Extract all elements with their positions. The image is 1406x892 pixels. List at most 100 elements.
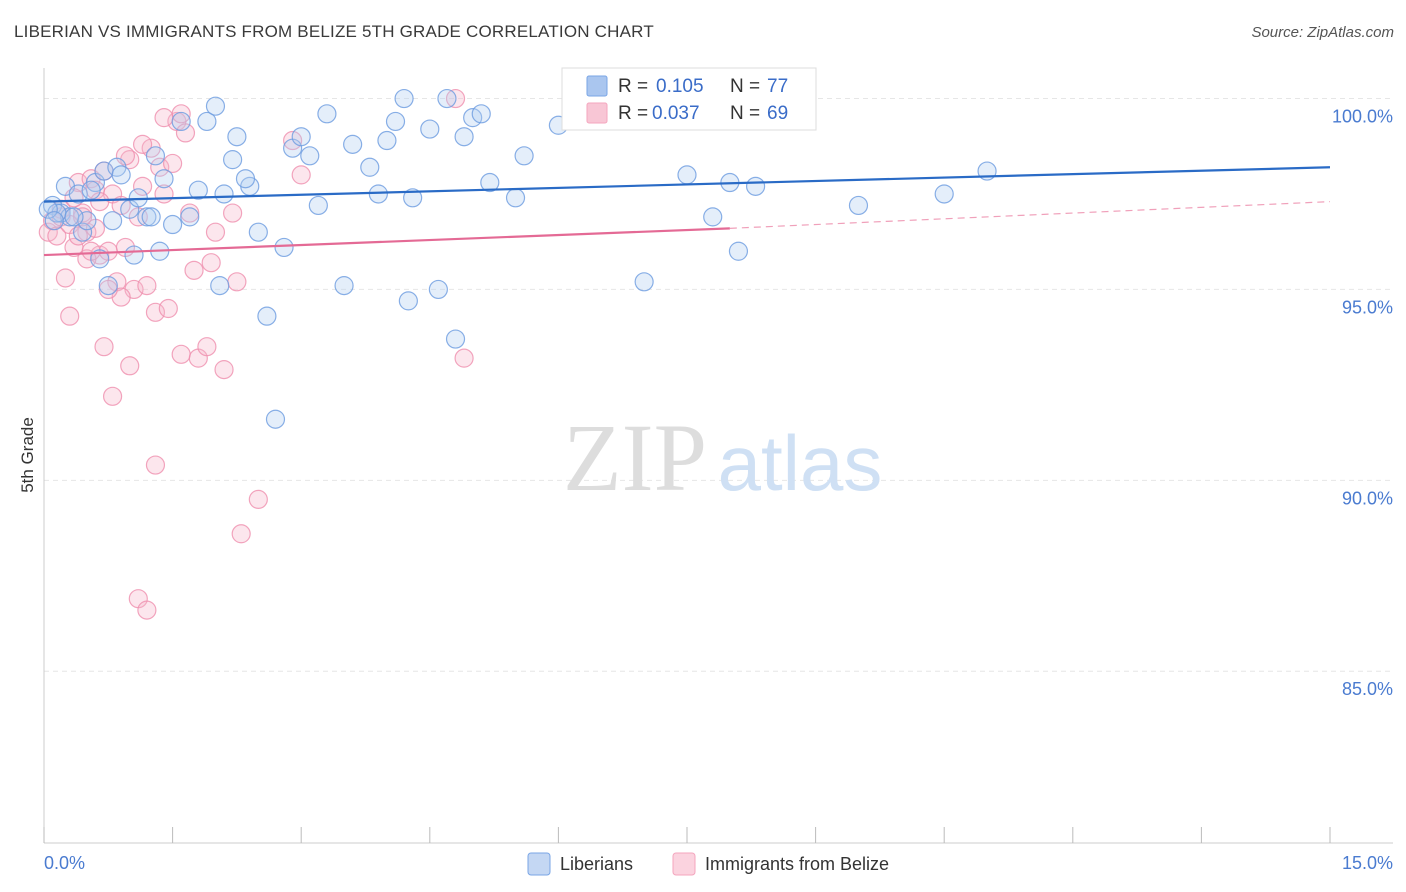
- point-points-blue: [437, 88, 457, 109]
- point-points-blue: [205, 96, 226, 116]
- point-points-pink: [154, 108, 174, 128]
- point-points-blue: [38, 199, 58, 219]
- point-points-blue: [334, 276, 354, 296]
- point-points-blue: [394, 88, 414, 109]
- trend-belize-extrapolated: [729, 201, 1331, 229]
- point-points-pink: [55, 268, 76, 288]
- point-points-pink: [60, 306, 80, 326]
- point-points-pink: [163, 153, 183, 174]
- point-points-blue: [98, 276, 118, 296]
- point-points-pink: [454, 348, 474, 368]
- legend-swatch-belize: [586, 102, 608, 124]
- point-points-blue: [634, 272, 654, 292]
- point-points-pink: [120, 356, 140, 376]
- point-points-blue: [124, 245, 144, 265]
- point-points-blue: [703, 207, 723, 227]
- point-points-blue: [745, 176, 766, 196]
- watermark-zip: ZIP: [563, 404, 707, 511]
- trend-liberians: [43, 166, 1331, 203]
- legend-n-label-liberians: N =: [730, 76, 760, 97]
- point-points-blue: [934, 184, 954, 204]
- point-points-pink: [223, 203, 243, 223]
- source-label: Source: ZipAtlas.com: [1251, 24, 1394, 41]
- point-points-blue: [44, 211, 64, 231]
- point-points-pink: [171, 104, 191, 124]
- point-points-blue: [145, 146, 166, 166]
- point-points-blue: [728, 241, 749, 261]
- point-points-blue: [308, 195, 328, 216]
- bottom-swatch-belize: [672, 852, 696, 876]
- point-points-blue: [428, 279, 448, 300]
- point-points-blue: [445, 329, 466, 349]
- point-points-pink: [145, 302, 166, 322]
- point-points-pink: [132, 134, 153, 154]
- point-points-blue: [677, 165, 697, 185]
- point-points-blue: [180, 207, 200, 227]
- point-points-blue: [343, 134, 363, 154]
- point-points-blue: [64, 207, 84, 227]
- bottom-legend-liberians: Liberians: [560, 854, 633, 874]
- y-tick-label-90: 90.0%: [1342, 488, 1393, 508]
- point-points-pink: [150, 157, 170, 177]
- point-points-pink: [137, 276, 157, 296]
- axes: [43, 68, 1393, 844]
- bottom-swatch-liberians: [527, 852, 551, 876]
- point-points-pink: [47, 226, 67, 246]
- point-points-blue: [77, 211, 97, 231]
- point-points-blue: [72, 222, 93, 242]
- point-points-pink: [184, 260, 204, 280]
- y-tick-label-95: 95.0%: [1342, 297, 1393, 317]
- point-points-blue: [128, 188, 148, 208]
- y-tick-label-85: 85.0%: [1342, 679, 1393, 699]
- x-tick-label-min: 0.0%: [44, 853, 85, 873]
- point-points-pink: [291, 165, 311, 185]
- y-tick-label-100: 100.0%: [1332, 107, 1393, 127]
- point-points-blue: [137, 207, 157, 227]
- legend-n-belize: 69: [767, 103, 788, 124]
- point-points-pink: [145, 455, 166, 475]
- point-points-blue: [68, 184, 88, 204]
- point-points-blue: [291, 127, 311, 147]
- point-points-pink: [197, 337, 217, 357]
- point-points-pink: [227, 272, 247, 292]
- point-points-blue: [141, 207, 161, 227]
- point-points-blue: [188, 180, 208, 200]
- point-points-blue: [248, 222, 268, 242]
- point-points-blue: [90, 249, 110, 269]
- point-points-pink: [175, 123, 196, 143]
- legend-r-label-liberians: R =: [618, 76, 648, 97]
- legend-swatch-liberians: [586, 75, 608, 97]
- point-points-blue: [398, 291, 418, 311]
- point-points-blue: [163, 214, 183, 235]
- legend-r-belize: 0.037: [652, 103, 700, 124]
- point-points-blue: [111, 165, 131, 185]
- point-points-blue: [454, 127, 474, 147]
- watermark-atlas: atlas: [718, 419, 883, 507]
- y-axis-label: 5th Grade: [18, 417, 37, 493]
- point-points-blue: [514, 146, 534, 166]
- point-points-pink: [102, 386, 123, 406]
- point-points-blue: [420, 119, 440, 139]
- point-points-pink: [137, 600, 157, 620]
- point-points-blue: [317, 104, 337, 124]
- point-points-pink: [205, 222, 226, 242]
- legend-n-label-belize: N =: [730, 103, 760, 124]
- x-tick-label-max: 15.0%: [1342, 853, 1393, 873]
- point-points-pink: [171, 344, 191, 364]
- point-points-blue: [403, 188, 423, 208]
- point-points-blue: [480, 172, 500, 193]
- point-points-blue: [154, 169, 174, 189]
- point-points-blue: [265, 409, 286, 429]
- point-points-blue: [471, 104, 491, 124]
- stats-legend: R = 0.105 N = 77 R = 0.037 N = 69: [561, 67, 817, 131]
- point-points-blue: [360, 157, 380, 177]
- point-points-blue: [505, 188, 526, 208]
- legend-r-label-belize: R =: [618, 103, 648, 124]
- point-points-blue: [227, 127, 247, 147]
- trend-lines: [43, 166, 1331, 257]
- point-points-blue: [257, 306, 277, 326]
- point-points-blue: [385, 111, 406, 132]
- series-legend: Liberians Immigrants from Belize: [527, 852, 889, 876]
- y-tick-labels: 85.0% 90.0% 95.0% 100.0%: [1332, 107, 1393, 700]
- point-points-pink: [248, 489, 268, 510]
